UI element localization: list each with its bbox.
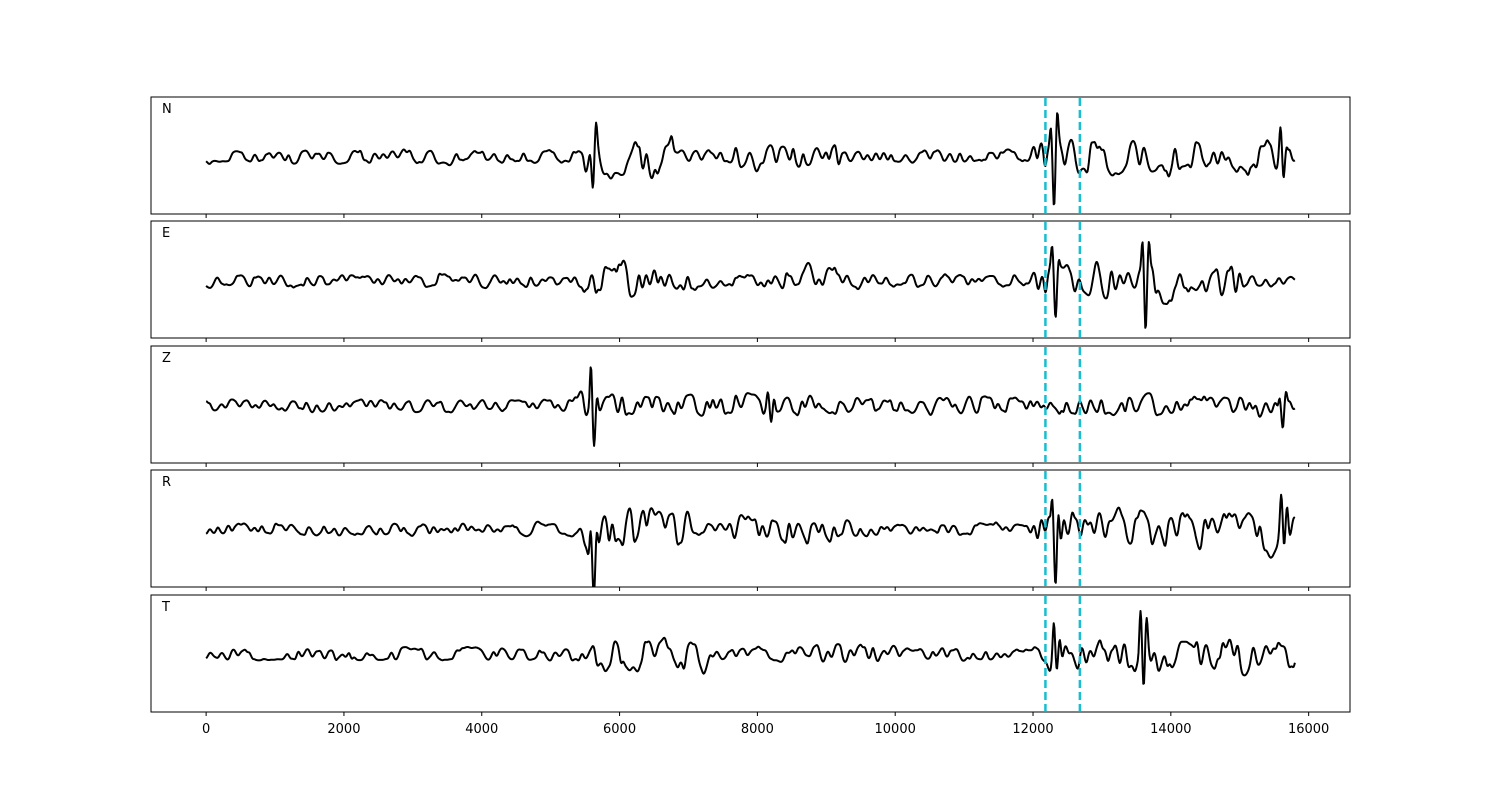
panels: N E Z R T (150, 96, 1351, 716)
panel-label: Z (162, 351, 171, 366)
trace-r (205, 493, 1296, 587)
panel-r: R (150, 469, 1351, 591)
panel-frame (150, 469, 1351, 588)
panel-frame (150, 594, 1351, 713)
trace-z (205, 366, 1296, 447)
x-tick-label: 10000 (875, 722, 916, 737)
x-axis: 0 2000 4000 6000 8000 10000 12000 14000 16000 (202, 722, 1329, 737)
trace-t (205, 610, 1296, 685)
panel-label: E (162, 226, 170, 241)
x-tick-label: 12000 (1012, 722, 1053, 737)
panel-label: T (161, 600, 170, 615)
panel-label: R (162, 475, 171, 490)
x-tick-label: 14000 (1150, 722, 1191, 737)
x-tick-label: 16000 (1288, 722, 1329, 737)
x-tick-label: 0 (202, 722, 210, 737)
x-tick-label: 8000 (741, 722, 774, 737)
panel-label: N (162, 102, 172, 117)
trace-n (205, 112, 1296, 206)
panel-n: N (150, 96, 1351, 218)
panel-frame (150, 96, 1351, 215)
panel-z: Z (150, 345, 1351, 467)
trace-e (205, 241, 1296, 329)
x-tick-label: 2000 (327, 722, 360, 737)
panel-frame (150, 345, 1351, 464)
panel-e: E (150, 220, 1351, 342)
panel-t: T (150, 594, 1351, 716)
x-tick-label: 4000 (465, 722, 498, 737)
x-tick-label: 6000 (603, 722, 636, 737)
panel-frame (150, 220, 1351, 339)
